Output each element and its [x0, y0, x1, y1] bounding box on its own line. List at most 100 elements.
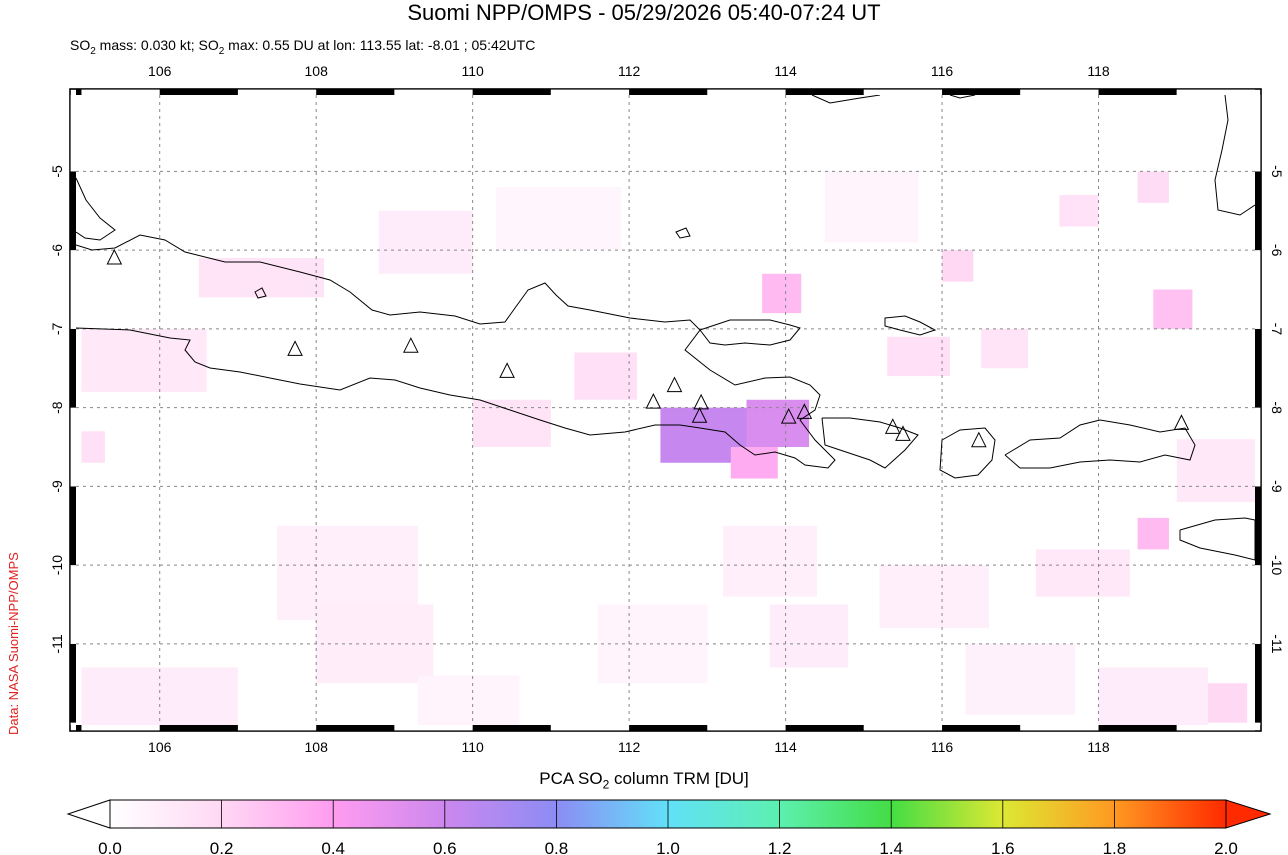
map-frame — [69, 88, 1262, 732]
so2-cell — [723, 525, 817, 597]
frame-segment-right — [1255, 171, 1261, 251]
colorbar-tick-label: 0.6 — [433, 839, 457, 855]
lon-label-bottom: 118 — [1087, 739, 1110, 755]
volcano-marker — [693, 393, 709, 410]
so2-cell — [1098, 667, 1209, 725]
so2-cell — [574, 352, 637, 400]
so2-cell — [316, 604, 434, 684]
lat-label-left: -8 — [49, 401, 65, 414]
lat-label-right: -5 — [1269, 165, 1285, 178]
frame-border — [69, 88, 1262, 732]
so2-cell — [769, 604, 849, 668]
frame-segment-bottom — [1020, 725, 1099, 731]
lat-label-right: -11 — [1269, 634, 1285, 653]
colorbar-tick-label: 0.4 — [321, 839, 345, 855]
frame-segment-left — [70, 95, 76, 172]
lon-label-bottom: 108 — [305, 739, 329, 755]
volcano-marker — [106, 248, 123, 265]
borneo-coast — [811, 95, 881, 104]
volcano-marker — [403, 337, 419, 353]
frame-segment-top — [316, 89, 395, 95]
frame-segment-top — [707, 89, 786, 95]
frame-segment-left — [70, 565, 76, 644]
frame-segment-top — [237, 89, 317, 95]
frame-segment-top — [159, 89, 238, 95]
so2-cell — [746, 399, 810, 448]
colorbar-tick-label: 0.0 — [98, 839, 122, 855]
lat-label-right: -6 — [1269, 244, 1285, 257]
colorbar-tick-label: 1.8 — [1103, 839, 1127, 855]
so2-cell — [965, 643, 1076, 715]
colorbar-title-subscript: 2 — [602, 777, 610, 792]
so2-summary: SO2 mass: 0.030 kt; SO2 max: 0.55 DU at … — [70, 36, 535, 61]
so2-cell — [887, 336, 950, 377]
frame-segment-bottom — [942, 725, 1021, 731]
volcano-marker — [780, 407, 797, 424]
lon-label-bottom: 106 — [148, 739, 172, 755]
so2-cell — [81, 431, 105, 463]
frame-segment-right — [1255, 486, 1261, 566]
frame-segment-bottom — [707, 725, 786, 731]
colorbar-title-prefix: PCA SO — [539, 769, 603, 788]
frame-segment-left — [70, 643, 76, 723]
colorbar-title: PCA SO2 column TRM [DU] — [0, 768, 1288, 795]
so2-mass-prefix: SO — [70, 37, 91, 53]
volcano-marker — [1173, 414, 1190, 430]
frame-segment-bottom — [785, 725, 864, 731]
so2-cell — [417, 675, 520, 725]
so2-cell — [824, 171, 919, 243]
map-title: Suomi NPP/OMPS - 05/29/2026 05:40-07:24 … — [407, 0, 881, 25]
frame-segment-top — [863, 89, 943, 95]
frame-segment-bottom — [76, 725, 82, 731]
lat-label-right: -10 — [1269, 555, 1285, 575]
frame-segment-bottom — [472, 725, 551, 731]
lon-label-top: 114 — [774, 63, 797, 79]
volcano-marker — [645, 393, 662, 409]
island-kangean — [884, 315, 937, 336]
so2-cell — [762, 273, 802, 314]
volcano-marker — [499, 362, 515, 378]
volcano-marker — [884, 418, 901, 434]
colorbar-tick-label: 1.6 — [991, 839, 1015, 855]
frame-segment-bottom — [629, 725, 708, 731]
lat-label-right: -8 — [1269, 401, 1285, 414]
lon-label-bottom: 110 — [461, 739, 484, 755]
frame-segment-bottom — [1176, 725, 1255, 731]
lon-label-top: 106 — [148, 63, 172, 79]
so2-cell — [198, 258, 325, 298]
volcano-marker — [971, 431, 987, 448]
volcano-marker — [796, 403, 813, 419]
lat-label-left: -6 — [49, 244, 65, 257]
so2-cell — [1059, 195, 1099, 227]
frame-segment-left — [70, 722, 76, 725]
sumbawa-coast — [1004, 419, 1196, 469]
frame-segment-top — [1098, 89, 1177, 95]
colorbar-tick-label: 0.2 — [210, 839, 234, 855]
graticule — [76, 95, 1255, 725]
frame-segment-left — [70, 407, 76, 487]
java-coast — [76, 234, 836, 469]
colorbar-tick-label: 1.0 — [656, 839, 680, 855]
colorbar-tick-label: 1.4 — [879, 839, 903, 855]
frame-segment-right — [1255, 565, 1261, 644]
so2-cell — [81, 328, 207, 392]
frame-segment-left — [70, 250, 76, 329]
so2-cell — [1137, 171, 1169, 203]
so2-cell — [1176, 439, 1255, 503]
frame-segment-bottom — [1098, 725, 1177, 731]
frame-segment-bottom — [237, 725, 317, 731]
frame-segment-left — [70, 171, 76, 251]
colorbar-tick-label: 0.8 — [545, 839, 569, 855]
coastlines — [76, 95, 1255, 561]
frame-segment-top — [785, 89, 864, 95]
frame-segment-right — [1255, 328, 1261, 408]
volcano-marker — [895, 425, 911, 441]
lon-label-bottom: 112 — [618, 739, 641, 755]
lat-label-right: -9 — [1269, 480, 1285, 493]
so2-cell — [378, 210, 473, 274]
frame-segment-bottom — [863, 725, 943, 731]
madura-coast — [699, 319, 801, 346]
volcano-marker — [287, 340, 303, 356]
lat-label-left: -11 — [49, 634, 65, 653]
frame-segment-left — [70, 328, 76, 408]
